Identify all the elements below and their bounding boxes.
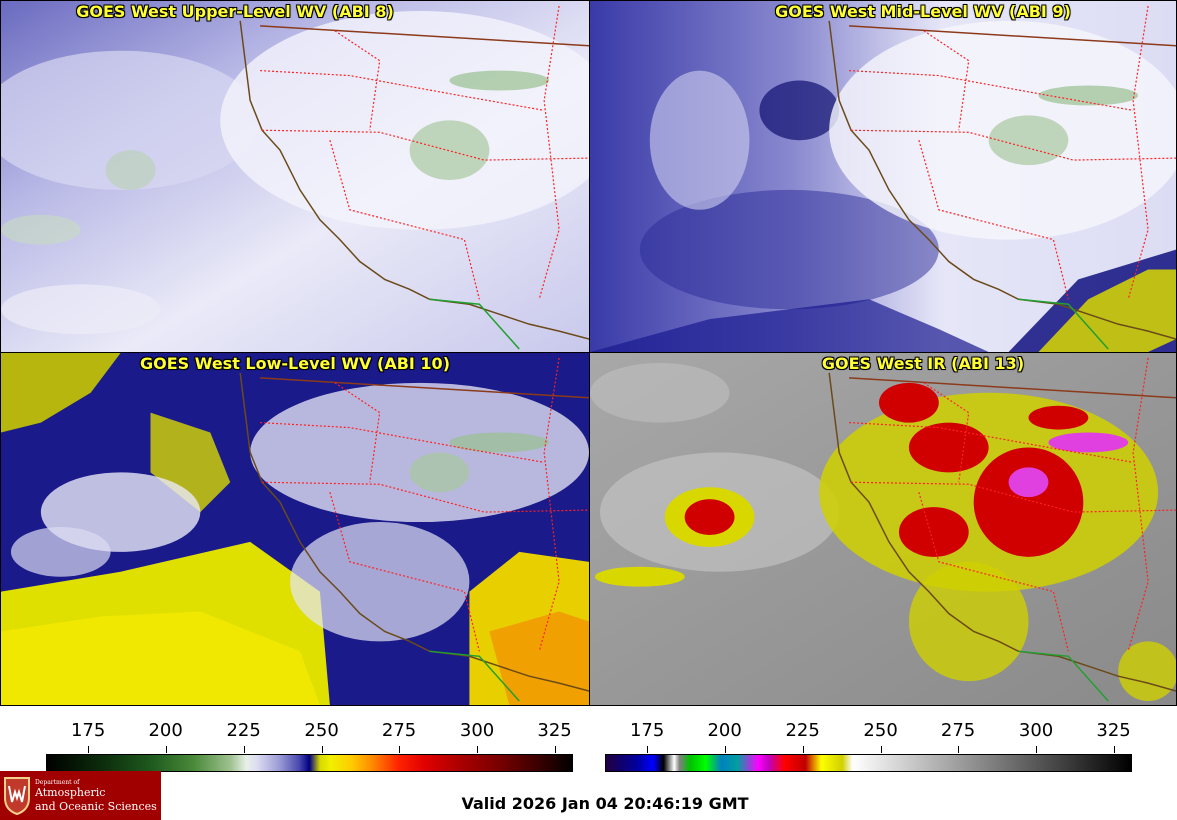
scale-tick-mark bbox=[477, 746, 479, 753]
scale-tick-mark bbox=[724, 746, 726, 753]
scale-tick-mark bbox=[802, 746, 804, 753]
scale-tick-mark bbox=[554, 746, 556, 753]
panel-mid-level-wv: GOES West Mid-Level WV (ABI 9) bbox=[589, 0, 1177, 353]
scale-tick-label: 300 bbox=[459, 720, 495, 741]
panel-upper-level-wv: GOES West Upper-Level WV (ABI 8) bbox=[0, 0, 590, 353]
logo-text-oceanic-sciences: and Oceanic Sciences bbox=[35, 800, 157, 813]
scale-tick-label: 200 bbox=[707, 720, 742, 741]
logo-text-atmospheric: Atmospheric bbox=[35, 786, 106, 799]
ir-color-bar bbox=[605, 754, 1132, 772]
scale-tick-label: 275 bbox=[381, 720, 417, 741]
scale-tick-mark bbox=[88, 746, 90, 753]
scale-tick-label: 300 bbox=[1018, 720, 1054, 741]
wv-color-scale: 175 200 225 250 275 300 325 bbox=[46, 712, 573, 774]
panel-title: GOES West Upper-Level WV (ABI 8) bbox=[76, 2, 394, 21]
logo-text-department: Department of bbox=[35, 779, 80, 786]
scale-tick-label: 225 bbox=[785, 720, 820, 741]
panel-low-level-wv: GOES West Low-Level WV (ABI 10) bbox=[0, 352, 590, 706]
scale-tick-mark bbox=[647, 746, 649, 753]
scale-tick-label: 225 bbox=[226, 720, 261, 741]
scale-tick-label: 325 bbox=[537, 720, 572, 741]
scale-tick-label: 200 bbox=[148, 720, 183, 741]
low-level-wv-image bbox=[1, 353, 589, 705]
panel-ir: GOES West IR (ABI 13) bbox=[589, 352, 1177, 706]
scale-tick-label: 250 bbox=[863, 720, 898, 741]
scale-tick-label: 250 bbox=[304, 720, 339, 741]
panel-title: GOES West Mid-Level WV (ABI 9) bbox=[775, 2, 1071, 21]
scale-tick-mark bbox=[880, 746, 882, 753]
ir-color-scale: 175 200 225 250 275 300 325 bbox=[605, 712, 1132, 774]
valid-time: Valid 2026 Jan 04 20:46:19 GMT bbox=[461, 794, 749, 813]
upper-level-wv-image bbox=[1, 1, 589, 352]
mid-level-wv-image bbox=[590, 1, 1176, 352]
scale-tick-mark bbox=[321, 746, 323, 753]
scale-tick-mark bbox=[399, 746, 401, 753]
scale-tick-mark bbox=[1036, 746, 1038, 753]
scale-tick-mark bbox=[243, 746, 245, 753]
scale-tick-label: 275 bbox=[940, 720, 976, 741]
scale-tick-mark bbox=[958, 746, 960, 753]
scale-tick-mark bbox=[165, 746, 167, 753]
panel-title: GOES West IR (ABI 13) bbox=[821, 354, 1025, 373]
aos-logo[interactable]: Department of Atmospheric and Oceanic Sc… bbox=[0, 771, 161, 820]
panel-title: GOES West Low-Level WV (ABI 10) bbox=[139, 354, 450, 373]
scale-tick-label: 175 bbox=[70, 720, 106, 741]
scale-tick-mark bbox=[1113, 746, 1115, 753]
scale-tick-label: 175 bbox=[629, 720, 665, 741]
scale-tick-label: 325 bbox=[1096, 720, 1131, 741]
uw-crest-icon bbox=[4, 777, 30, 816]
wv-color-bar bbox=[46, 754, 573, 772]
ir-image bbox=[590, 353, 1176, 705]
